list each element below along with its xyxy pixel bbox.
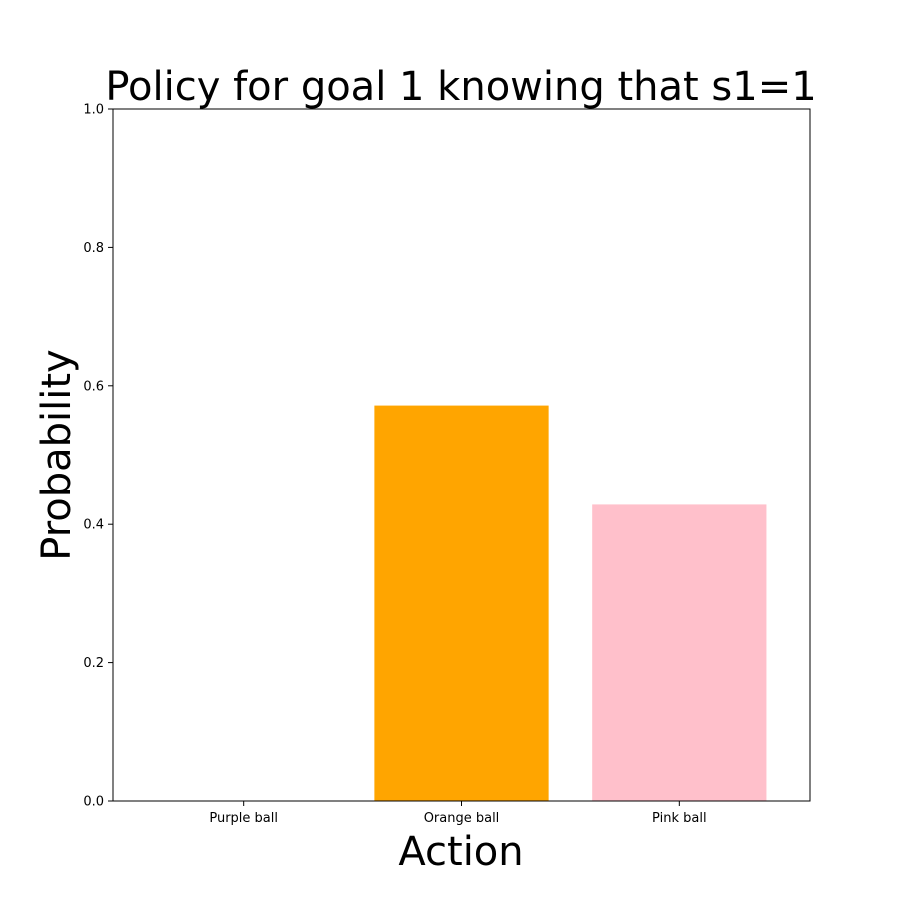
x-tick-label: Purple ball <box>209 811 278 826</box>
bar-pink-ball <box>592 504 767 801</box>
bar-orange-ball <box>374 405 549 801</box>
x-tick-label: Pink ball <box>652 811 707 826</box>
x-axis-title: Action <box>398 829 523 875</box>
y-tick-label: 0.0 <box>83 795 104 810</box>
y-axis: 0.0 0.2 0.4 0.6 0.8 1.0 <box>83 103 113 810</box>
y-tick-label: 1.0 <box>83 103 104 118</box>
y-tick-label: 0.6 <box>83 379 104 394</box>
x-axis: Purple ball Orange ball Pink ball <box>209 801 707 826</box>
y-tick-label: 0.8 <box>83 241 104 256</box>
bars-group <box>374 405 767 801</box>
x-tick-label: Orange ball <box>424 811 500 826</box>
y-tick-label: 0.4 <box>83 518 104 533</box>
y-tick-label: 0.2 <box>83 656 104 671</box>
y-axis-title: Probability <box>34 349 80 560</box>
chart-title: Policy for goal 1 knowing that s1=1 <box>105 64 816 110</box>
